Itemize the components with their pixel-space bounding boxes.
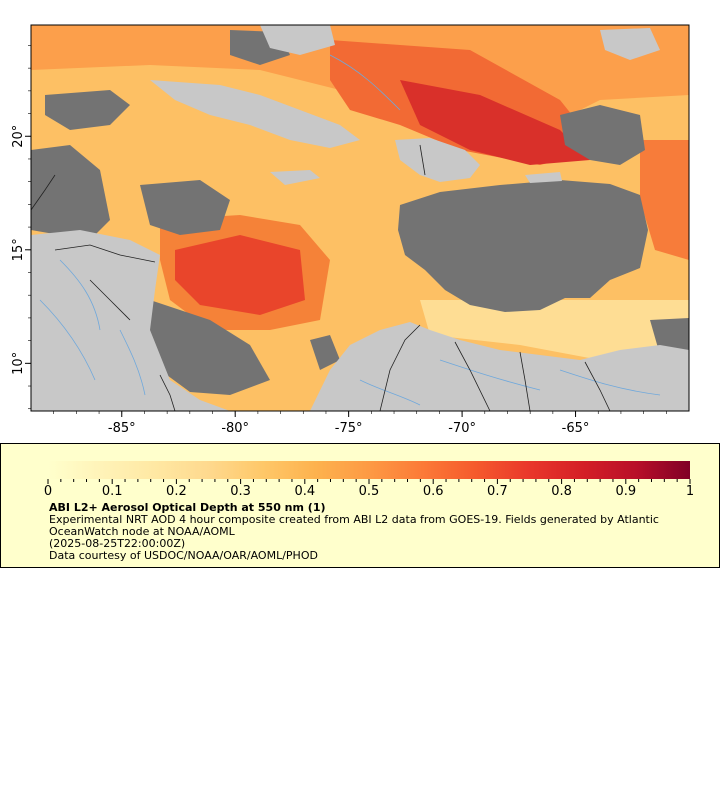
land-northeast	[260, 25, 335, 55]
legend-title: ABI L2+ Aerosol Optical Depth at 550 nm …	[49, 501, 326, 514]
lon-tick-label: -65°	[562, 421, 590, 436]
aod-field-east	[640, 140, 689, 260]
no-data-central-atlantic	[398, 180, 648, 312]
latitude-ticks: 10° 15° 20°	[11, 45, 31, 410]
no-data-east	[560, 105, 645, 165]
colorbar-tick-label: 0.3	[230, 484, 251, 499]
colorbar-gradient	[48, 461, 690, 479]
aod-field-light-south	[420, 300, 689, 360]
aod-field-high-caribbean	[175, 235, 305, 315]
map-frame	[30, 24, 690, 412]
legend-description: Experimental NRT AOD 4 hour composite cr…	[49, 513, 659, 538]
lon-tick-label: -70°	[448, 421, 476, 436]
aod-field-peak-north	[400, 80, 590, 165]
lat-tick-label: 20°	[11, 125, 26, 148]
no-data-pacific	[145, 300, 270, 395]
colorbar-tick-label: 0.5	[359, 484, 380, 499]
no-data-gulf-west	[31, 145, 110, 240]
land-bahamas	[270, 170, 320, 185]
land-puerto-rico	[525, 172, 562, 183]
colorbar-tick-label: 0.6	[423, 484, 444, 499]
land-hispaniola	[395, 138, 480, 182]
lon-tick-label: -75°	[335, 421, 363, 436]
colorbar-tick-label: 0.1	[102, 484, 123, 499]
lon-tick-label: -85°	[108, 421, 136, 436]
lat-tick-label: 10°	[11, 352, 26, 375]
rivers	[39, 54, 661, 406]
legend-timestamp: (2025-08-25T22:00:00Z)	[49, 537, 186, 550]
lon-tick-label: -80°	[221, 421, 249, 436]
colorbar-tick-label: 0.9	[615, 484, 636, 499]
no-data-nw	[45, 90, 130, 130]
colorbar: 0 0.1 0.2 0.3 0.4 0.5 0.6 0.7 0.8 0.9 1	[44, 461, 694, 499]
legend-panel: 0 0.1 0.2 0.3 0.4 0.5 0.6 0.7 0.8 0.9 1 ABI L2+ Ae…	[0, 443, 720, 568]
colorbar-tick-label: 0.4	[294, 484, 315, 499]
land-central-america	[31, 230, 230, 411]
land-florida-cuba	[150, 80, 360, 148]
longitude-ticks: -85° -80° -75° -70° -65°	[53, 411, 667, 436]
colorbar-tick-label: 0.8	[551, 484, 572, 499]
colorbar-tick-label: 0.2	[166, 484, 187, 499]
country-borders	[31, 144, 611, 411]
no-data-gulf-central	[140, 180, 230, 235]
aod-map: -85° -80° -75° -70° -65° 10° 15° 20°	[11, 24, 690, 436]
colorbar-tick-label: 1	[686, 484, 694, 499]
land-south-america	[310, 322, 689, 411]
legend-credit: Data courtesy of USDOC/NOAA/OAR/AOML/PHO…	[49, 549, 318, 562]
colorbar-tick-label: 0	[44, 484, 52, 499]
colorbar-tick-label: 0.7	[487, 484, 508, 499]
land-lakes-region	[600, 28, 660, 60]
no-data-s	[310, 335, 340, 370]
lat-tick-label: 15°	[11, 238, 26, 261]
